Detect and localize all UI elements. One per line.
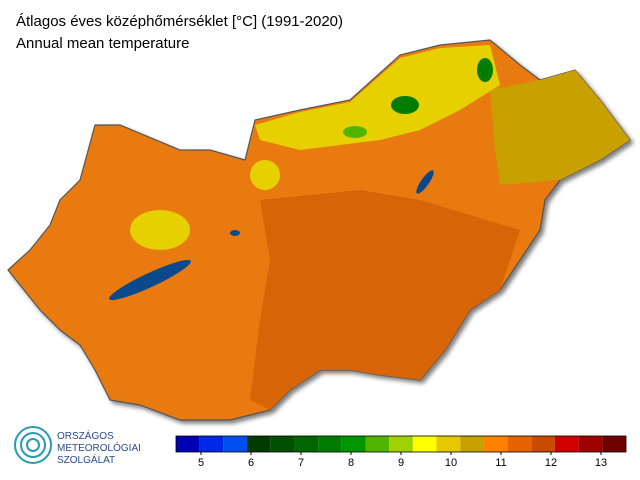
lake-balaton (109, 259, 191, 301)
mountain-green (343, 126, 367, 138)
colorbar-tick-label: 12 (545, 457, 557, 469)
colorbar-cell (412, 436, 437, 452)
northeast-region (490, 70, 630, 185)
colorbar-tick-label: 11 (495, 457, 506, 469)
hills-yellow (250, 160, 280, 190)
logo-ring (14, 426, 52, 464)
logo-text: ORSZÁGOS (57, 429, 114, 442)
lake-tisza (416, 170, 434, 194)
colorbar-cell (176, 436, 200, 452)
colorbar-cell (483, 436, 508, 452)
mountain-green (477, 58, 493, 82)
colorbar-cell (460, 436, 484, 452)
colorbar-cell (436, 436, 461, 452)
colorbar-cell (531, 436, 555, 452)
colorbar-cell (294, 436, 319, 452)
title: Átlagos éves középhőmérséklet [°C] (1991… (16, 13, 343, 30)
colorbar-cell (270, 436, 295, 452)
logo-text: METEOROLÓGIAI (57, 441, 141, 454)
colorbar-tick-label: 13 (595, 457, 607, 469)
colorbar-cell (365, 436, 390, 452)
logo: ORSZÁGOS METEOROLÓGIAI SZOLGÁLAT (14, 426, 141, 466)
colorbar-cell (578, 436, 603, 452)
subtitle: Annual mean temperature (16, 35, 189, 52)
logo-ring (20, 432, 46, 458)
lake-velence (230, 230, 240, 236)
north-hills (255, 45, 500, 150)
colorbar-cell (223, 436, 248, 452)
colorbar-cell (199, 436, 224, 452)
colorbar-cell (247, 436, 271, 452)
hills-yellow (130, 210, 190, 250)
colorbar-tick-label: 7 (298, 457, 304, 469)
logo-ring (26, 438, 40, 452)
colorbar: 5 6 7 8 9 10 11 12 13 (175, 435, 627, 469)
colorbar-cell (507, 436, 532, 452)
map (7, 39, 631, 421)
logo-text: SZOLGÁLAT (57, 453, 115, 466)
colorbar-tick-label: 6 (248, 457, 254, 469)
plain-region (250, 190, 520, 410)
colorbar-tick-label: 10 (445, 457, 457, 469)
colorbar-cell (341, 436, 366, 452)
colorbar-tick-label: 5 (198, 457, 204, 469)
colorbar-cell (318, 436, 342, 452)
colorbar-cell (389, 436, 413, 452)
mountain-green (391, 96, 419, 114)
colorbar-tick-label: 8 (348, 457, 354, 469)
colorbar-cell (554, 436, 579, 452)
colorbar-cell (602, 436, 626, 452)
colorbar-tick-label: 9 (398, 457, 404, 469)
